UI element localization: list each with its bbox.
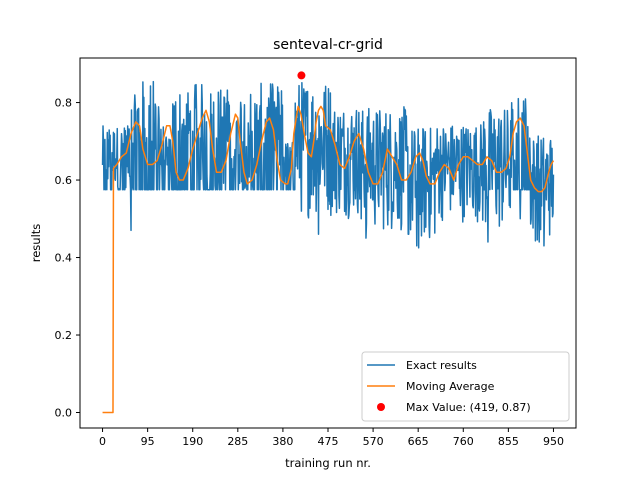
legend-entry-exact-results-label: Exact results bbox=[406, 359, 477, 372]
legend-entry-moving-average-label: Moving Average bbox=[406, 380, 495, 393]
legend-box bbox=[361, 351, 570, 422]
y-tick-label: 0.4 bbox=[55, 252, 73, 265]
x-tick-label: 665 bbox=[408, 435, 429, 448]
x-tick-label: 285 bbox=[227, 435, 248, 448]
legend: Exact results Moving Average Max Value: (4… bbox=[361, 351, 570, 422]
x-tick-label: 760 bbox=[453, 435, 474, 448]
x-axis-label: training run nr. bbox=[285, 456, 371, 470]
y-tick-label: 0.2 bbox=[55, 329, 73, 342]
x-tick-label: 95 bbox=[141, 435, 155, 448]
legend-entry-max-value-swatch bbox=[377, 403, 385, 411]
x-tick-label: 855 bbox=[498, 435, 519, 448]
y-axis-label: results bbox=[29, 224, 43, 263]
x-tick-label: 0 bbox=[99, 435, 106, 448]
plot-frame bbox=[79, 57, 577, 429]
chart-title: senteval-cr-grid bbox=[273, 37, 383, 53]
series-moving-average-line bbox=[102, 105, 555, 414]
x-tick-label: 380 bbox=[272, 435, 293, 448]
x-tick-label: 475 bbox=[318, 435, 339, 448]
x-tick-label: 190 bbox=[182, 435, 203, 448]
y-tick-label: 0.6 bbox=[55, 174, 73, 187]
plot-area bbox=[101, 80, 555, 414]
x-tick-label: 570 bbox=[363, 435, 384, 448]
series-exact-results-line bbox=[101, 80, 555, 249]
legend-entry-max-value-label: Max Value: (419, 0.87) bbox=[406, 401, 531, 414]
max-value-marker bbox=[297, 71, 306, 80]
y-tick-label: 0.0 bbox=[55, 407, 73, 420]
y-tick-label: 0.8 bbox=[55, 97, 73, 110]
x-tick-label: 950 bbox=[543, 435, 564, 448]
